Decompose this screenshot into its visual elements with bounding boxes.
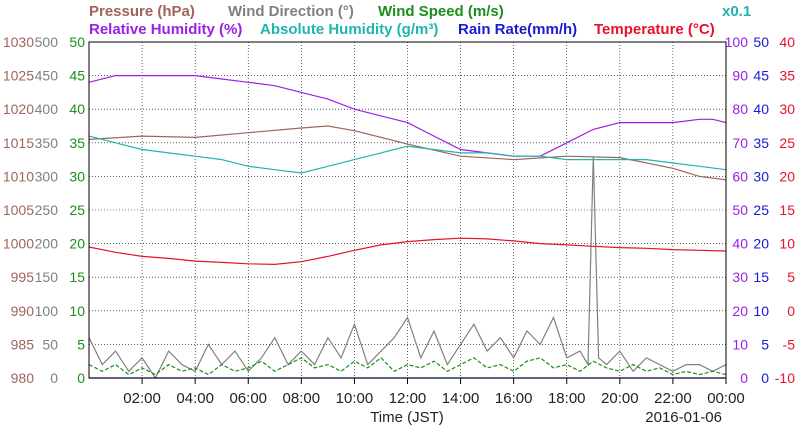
x-tick-label: 18:00: [548, 390, 586, 407]
x-axis-label: Time (JST): [370, 409, 444, 426]
pressure-tick-label: 990: [11, 303, 35, 319]
wind-speed-tick-label: 15: [69, 269, 85, 285]
rain-rate-tick-label: 5: [761, 336, 769, 352]
temperature-tick-label: 10: [779, 236, 795, 252]
legend-entry: Pressure (hPa): [89, 3, 195, 20]
relative-humidity-tick-label: 80: [732, 101, 748, 117]
temperature-c-line: [88, 237, 727, 266]
pressure-hpa-line: [88, 125, 727, 181]
plot-frame: [88, 41, 727, 379]
wind-speed-tick-label: 45: [69, 68, 85, 84]
wind-speed-tick-label: 50: [69, 34, 85, 50]
wind-direction-tick-label: 250: [35, 202, 59, 218]
rain-rate-tick-label: 45: [753, 68, 769, 84]
wind-direction-tick-label: 500: [35, 34, 59, 50]
temperature-tick-label: 20: [779, 168, 795, 184]
pressure-tick-label: 995: [11, 269, 35, 285]
rain-rate-tick-label: 35: [753, 135, 769, 151]
wind-direction-tick-label: 0: [50, 370, 58, 386]
rain-rate-tick-label: 0: [761, 370, 769, 386]
relative-humidity-tick-label: 10: [732, 336, 748, 352]
pressure-tick-label: 1005: [3, 202, 34, 218]
relative-humidity-tick-label: 60: [732, 168, 748, 184]
wind-direction-tick-label: 100: [35, 303, 59, 319]
legend-entry: x0.1: [722, 3, 751, 20]
rain-rate-tick-label: 40: [753, 101, 769, 117]
wind-direction-tick-label: 50: [42, 336, 58, 352]
rain-rate-tick-label: 25: [753, 202, 769, 218]
x-tick-label: 06:00: [229, 390, 267, 407]
x-tick-label: 04:00: [176, 390, 214, 407]
wind-speed-tick-label: 40: [69, 101, 85, 117]
wind-speed-tick-label: 0: [77, 370, 85, 386]
relative-humidity-tick-label: 0: [740, 370, 748, 386]
legend-entry: Rain Rate(mm/h): [458, 21, 577, 38]
legend-entry: Temperature (°C): [594, 21, 715, 38]
absolute-humidity-g-m-x-line: [88, 135, 727, 174]
temperature-tick-label: -5: [783, 336, 796, 352]
legend-entry: Wind Direction (°): [228, 3, 354, 20]
pressure-tick-label: 1020: [3, 101, 34, 117]
temperature-tick-label: 15: [779, 202, 795, 218]
temperature-tick-label: 30: [779, 101, 795, 117]
pressure-tick-label: 980: [11, 370, 35, 386]
rain-rate-tick-label: 10: [753, 303, 769, 319]
rain-rate-tick-label: 50: [753, 34, 769, 50]
wind-speed-tick-label: 20: [69, 236, 85, 252]
x-tick-label: 00:00: [707, 390, 745, 407]
relative-humidity-tick-label: 40: [732, 236, 748, 252]
relative-humidity-tick-label: 20: [732, 303, 748, 319]
chart-date: 2016-01-06: [645, 409, 722, 426]
x-tick-label: 08:00: [283, 390, 321, 407]
legend-entry: Absolute Humidity (g/m³): [260, 21, 438, 38]
rain-rate-tick-label: 30: [753, 168, 769, 184]
relative-humidity-tick-label: 100: [725, 34, 749, 50]
x-tick-label: 02:00: [123, 390, 161, 407]
temperature-tick-label: -10: [775, 370, 795, 386]
x-tick-label: 22:00: [654, 390, 692, 407]
x-tick-label: 16:00: [495, 390, 533, 407]
temperature-tick-label: 5: [787, 269, 795, 285]
legend-entry: Relative Humidity (%): [89, 21, 242, 38]
wind-direction-line: [88, 156, 727, 380]
temperature-tick-label: 0: [787, 303, 795, 319]
x-tick-label: 10:00: [336, 390, 374, 407]
wind-speed-tick-label: 25: [69, 202, 85, 218]
wind-speed-tick-label: 30: [69, 168, 85, 184]
rain-rate-tick-label: 15: [753, 269, 769, 285]
wind-speed-tick-label: 10: [69, 303, 85, 319]
x-tick-label: 20:00: [601, 390, 639, 407]
pressure-tick-label: 985: [11, 336, 35, 352]
wind-direction-tick-label: 300: [35, 168, 59, 184]
wind-direction-tick-label: 200: [35, 236, 59, 252]
pressure-tick-label: 1010: [3, 168, 34, 184]
pressure-tick-label: 1000: [3, 236, 34, 252]
wind-direction-tick-label: 150: [35, 269, 59, 285]
wind-direction-tick-label: 450: [35, 68, 59, 84]
relative-humidity-line: [88, 74, 727, 157]
pressure-tick-label: 1015: [3, 135, 34, 151]
temperature-tick-label: 35: [779, 68, 795, 84]
x-tick-label: 12:00: [389, 390, 427, 407]
relative-humidity-tick-label: 90: [732, 68, 748, 84]
wind-direction-tick-label: 350: [35, 135, 59, 151]
rain-rate-tick-label: 20: [753, 236, 769, 252]
wind-speed-tick-label: 35: [69, 135, 85, 151]
x-tick-label: 14:00: [442, 390, 480, 407]
relative-humidity-tick-label: 30: [732, 269, 748, 285]
temperature-tick-label: 25: [779, 135, 795, 151]
legend-entry: Wind Speed (m/s): [378, 3, 504, 20]
relative-humidity-tick-label: 70: [732, 135, 748, 151]
relative-humidity-tick-label: 50: [732, 202, 748, 218]
pressure-tick-label: 1025: [3, 68, 34, 84]
wind-speed-tick-label: 5: [77, 336, 85, 352]
wind-speed-m-s-line: [88, 357, 727, 376]
temperature-tick-label: 40: [779, 34, 795, 50]
pressure-tick-label: 1030: [3, 34, 34, 50]
wind-direction-tick-label: 400: [35, 101, 59, 117]
